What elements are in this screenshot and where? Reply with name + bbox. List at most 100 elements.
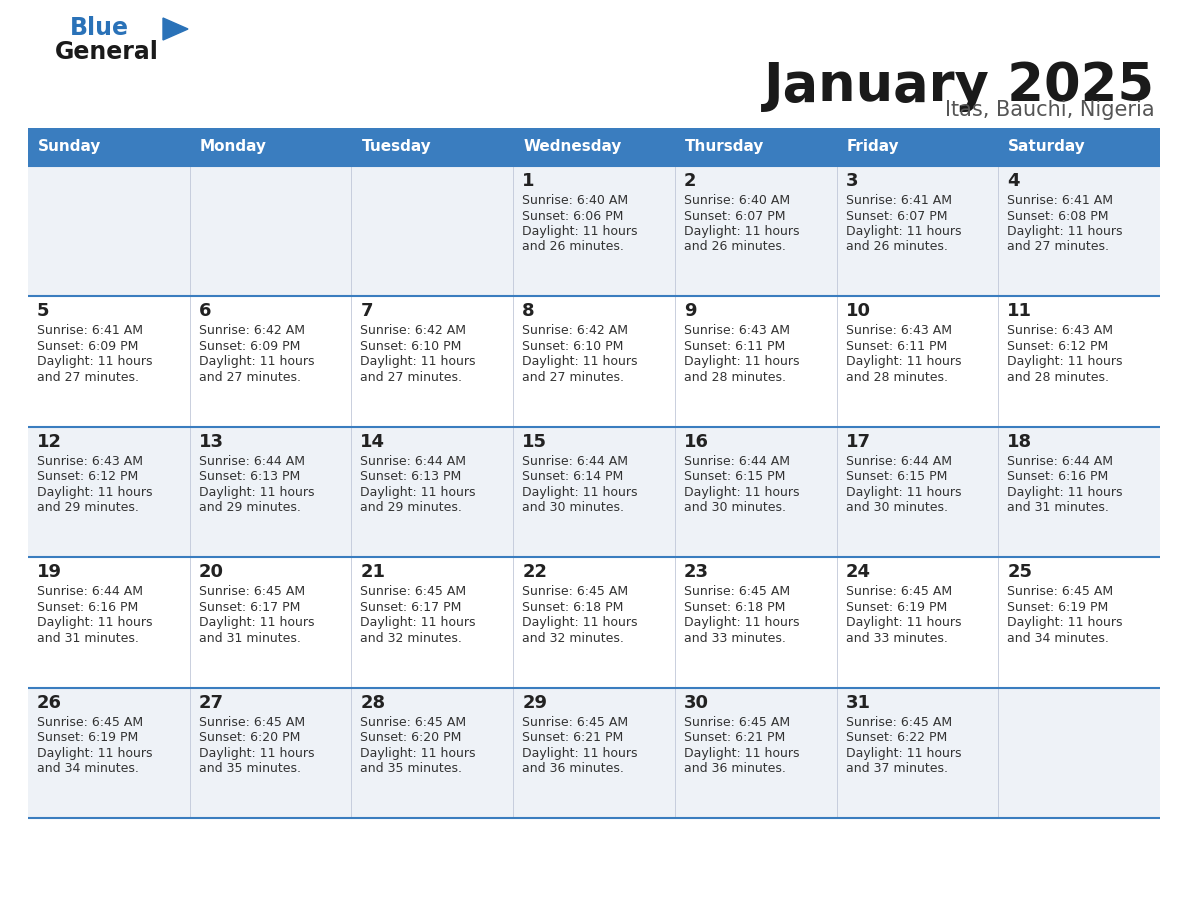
Text: Daylight: 11 hours: Daylight: 11 hours: [198, 486, 314, 498]
Text: 18: 18: [1007, 432, 1032, 451]
Text: Itas, Bauchi, Nigeria: Itas, Bauchi, Nigeria: [946, 100, 1155, 120]
Text: 28: 28: [360, 694, 386, 711]
Text: Daylight: 11 hours: Daylight: 11 hours: [1007, 225, 1123, 238]
Text: Sunset: 6:18 PM: Sunset: 6:18 PM: [684, 600, 785, 614]
Text: 5: 5: [37, 302, 50, 320]
Text: Sunset: 6:17 PM: Sunset: 6:17 PM: [198, 600, 301, 614]
Text: and 34 minutes.: and 34 minutes.: [37, 762, 139, 775]
Text: Daylight: 11 hours: Daylight: 11 hours: [360, 616, 476, 629]
Text: Sunrise: 6:45 AM: Sunrise: 6:45 AM: [360, 585, 467, 599]
Bar: [29, 128, 1159, 166]
Text: and 37 minutes.: and 37 minutes.: [846, 762, 948, 775]
Text: Sunrise: 6:45 AM: Sunrise: 6:45 AM: [198, 716, 305, 729]
Bar: [29, 166, 1159, 297]
Text: Daylight: 11 hours: Daylight: 11 hours: [198, 746, 314, 759]
Text: and 26 minutes.: and 26 minutes.: [846, 241, 948, 253]
Text: Sunset: 6:18 PM: Sunset: 6:18 PM: [523, 600, 624, 614]
Text: Sunset: 6:11 PM: Sunset: 6:11 PM: [846, 340, 947, 353]
Bar: [29, 688, 1159, 818]
Text: Daylight: 11 hours: Daylight: 11 hours: [1007, 355, 1123, 368]
Text: Daylight: 11 hours: Daylight: 11 hours: [37, 616, 152, 629]
Text: Sunset: 6:06 PM: Sunset: 6:06 PM: [523, 209, 624, 222]
Text: and 36 minutes.: and 36 minutes.: [684, 762, 785, 775]
Bar: [29, 427, 1159, 557]
Text: Sunrise: 6:40 AM: Sunrise: 6:40 AM: [523, 194, 628, 207]
Text: Sunrise: 6:45 AM: Sunrise: 6:45 AM: [846, 585, 952, 599]
Text: Daylight: 11 hours: Daylight: 11 hours: [684, 355, 800, 368]
Text: and 30 minutes.: and 30 minutes.: [846, 501, 948, 514]
Text: and 35 minutes.: and 35 minutes.: [198, 762, 301, 775]
Text: and 26 minutes.: and 26 minutes.: [684, 241, 785, 253]
Text: and 27 minutes.: and 27 minutes.: [37, 371, 139, 384]
Text: General: General: [55, 40, 159, 64]
Text: Sunrise: 6:43 AM: Sunrise: 6:43 AM: [684, 324, 790, 338]
Text: Sunset: 6:09 PM: Sunset: 6:09 PM: [198, 340, 301, 353]
Text: 16: 16: [684, 432, 709, 451]
Text: Daylight: 11 hours: Daylight: 11 hours: [37, 486, 152, 498]
Text: Sunset: 6:15 PM: Sunset: 6:15 PM: [846, 470, 947, 483]
Text: Daylight: 11 hours: Daylight: 11 hours: [1007, 486, 1123, 498]
Text: Sunrise: 6:43 AM: Sunrise: 6:43 AM: [846, 324, 952, 338]
Text: 2: 2: [684, 172, 696, 190]
Text: 23: 23: [684, 564, 709, 581]
Text: Sunrise: 6:41 AM: Sunrise: 6:41 AM: [37, 324, 143, 338]
Text: Sunset: 6:20 PM: Sunset: 6:20 PM: [360, 731, 462, 744]
Text: Sunset: 6:15 PM: Sunset: 6:15 PM: [684, 470, 785, 483]
Text: Daylight: 11 hours: Daylight: 11 hours: [684, 616, 800, 629]
Text: Sunset: 6:13 PM: Sunset: 6:13 PM: [360, 470, 462, 483]
Text: Sunrise: 6:44 AM: Sunrise: 6:44 AM: [1007, 454, 1113, 468]
Text: Sunrise: 6:45 AM: Sunrise: 6:45 AM: [684, 585, 790, 599]
Text: Tuesday: Tuesday: [361, 140, 431, 154]
Text: Sunset: 6:17 PM: Sunset: 6:17 PM: [360, 600, 462, 614]
Text: 22: 22: [523, 564, 548, 581]
Text: Daylight: 11 hours: Daylight: 11 hours: [846, 616, 961, 629]
Text: Daylight: 11 hours: Daylight: 11 hours: [684, 486, 800, 498]
Text: and 29 minutes.: and 29 minutes.: [198, 501, 301, 514]
Text: 1: 1: [523, 172, 535, 190]
Text: and 30 minutes.: and 30 minutes.: [523, 501, 624, 514]
Polygon shape: [163, 18, 188, 40]
Text: Sunset: 6:12 PM: Sunset: 6:12 PM: [1007, 340, 1108, 353]
Text: 30: 30: [684, 694, 709, 711]
Bar: [29, 297, 1159, 427]
Text: Sunrise: 6:45 AM: Sunrise: 6:45 AM: [523, 585, 628, 599]
Text: Friday: Friday: [847, 140, 899, 154]
Text: Sunrise: 6:45 AM: Sunrise: 6:45 AM: [1007, 585, 1113, 599]
Text: 13: 13: [198, 432, 223, 451]
Text: Sunrise: 6:45 AM: Sunrise: 6:45 AM: [684, 716, 790, 729]
Text: and 28 minutes.: and 28 minutes.: [846, 371, 948, 384]
Text: Daylight: 11 hours: Daylight: 11 hours: [523, 225, 638, 238]
Text: Blue: Blue: [70, 16, 129, 40]
Text: Sunrise: 6:42 AM: Sunrise: 6:42 AM: [198, 324, 304, 338]
Text: and 26 minutes.: and 26 minutes.: [523, 241, 624, 253]
Text: Daylight: 11 hours: Daylight: 11 hours: [198, 616, 314, 629]
Bar: [29, 557, 1159, 688]
Text: Sunset: 6:08 PM: Sunset: 6:08 PM: [1007, 209, 1108, 222]
Text: Sunrise: 6:43 AM: Sunrise: 6:43 AM: [37, 454, 143, 468]
Text: Daylight: 11 hours: Daylight: 11 hours: [523, 616, 638, 629]
Text: Sunrise: 6:45 AM: Sunrise: 6:45 AM: [846, 716, 952, 729]
Text: Sunrise: 6:44 AM: Sunrise: 6:44 AM: [198, 454, 304, 468]
Text: Sunrise: 6:42 AM: Sunrise: 6:42 AM: [360, 324, 467, 338]
Text: Sunset: 6:19 PM: Sunset: 6:19 PM: [37, 731, 138, 744]
Text: and 29 minutes.: and 29 minutes.: [360, 501, 462, 514]
Text: 15: 15: [523, 432, 548, 451]
Text: Sunset: 6:19 PM: Sunset: 6:19 PM: [846, 600, 947, 614]
Text: Daylight: 11 hours: Daylight: 11 hours: [37, 746, 152, 759]
Text: 21: 21: [360, 564, 385, 581]
Text: Daylight: 11 hours: Daylight: 11 hours: [523, 486, 638, 498]
Text: and 34 minutes.: and 34 minutes.: [1007, 632, 1110, 644]
Text: Sunrise: 6:41 AM: Sunrise: 6:41 AM: [846, 194, 952, 207]
Text: Sunrise: 6:44 AM: Sunrise: 6:44 AM: [37, 585, 143, 599]
Text: 20: 20: [198, 564, 223, 581]
Text: and 29 minutes.: and 29 minutes.: [37, 501, 139, 514]
Text: Wednesday: Wednesday: [523, 140, 621, 154]
Text: Thursday: Thursday: [684, 140, 764, 154]
Text: 25: 25: [1007, 564, 1032, 581]
Text: Sunrise: 6:44 AM: Sunrise: 6:44 AM: [360, 454, 467, 468]
Text: Saturday: Saturday: [1009, 140, 1086, 154]
Text: and 27 minutes.: and 27 minutes.: [198, 371, 301, 384]
Text: Sunrise: 6:45 AM: Sunrise: 6:45 AM: [360, 716, 467, 729]
Text: 10: 10: [846, 302, 871, 320]
Text: Sunset: 6:14 PM: Sunset: 6:14 PM: [523, 470, 624, 483]
